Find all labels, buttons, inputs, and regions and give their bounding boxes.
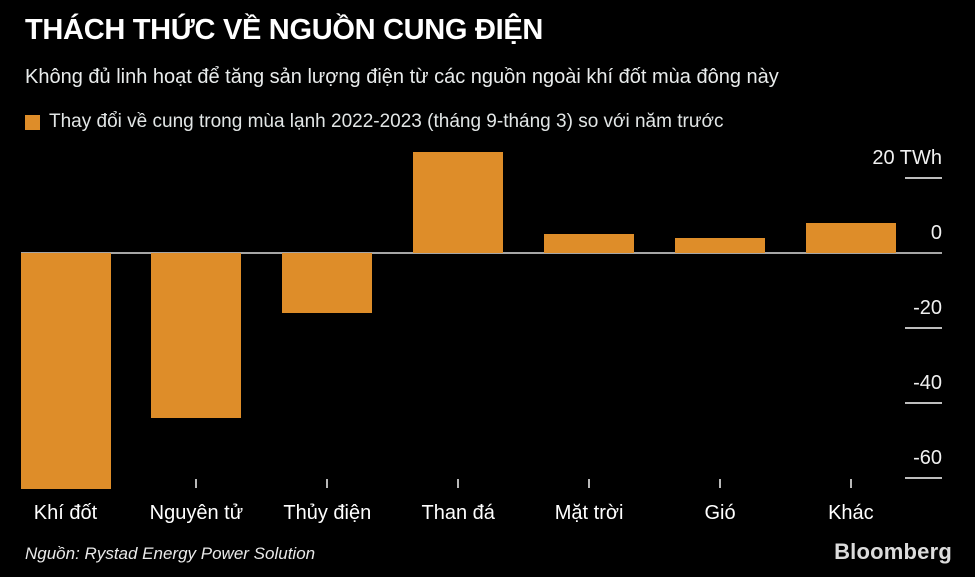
bar-3: [282, 253, 373, 313]
bar-2: [151, 253, 242, 418]
y-axis-label: -40: [913, 372, 942, 394]
category-label: Than đá: [421, 502, 495, 524]
x-axis-tick: [719, 479, 721, 488]
category-label: Khí đốt: [33, 502, 98, 524]
zero-gridline: [21, 252, 942, 254]
legend: Thay đổi về cung trong mùa lạnh 2022-202…: [25, 111, 724, 133]
chart-subtitle: Không đủ linh hoạt để tăng sản lượng điệ…: [25, 66, 779, 88]
legend-swatch-icon: [25, 114, 40, 130]
category-label: Gió: [704, 502, 736, 524]
bloomberg-logo: Bloomberg: [834, 539, 952, 564]
bar-4: [413, 151, 504, 253]
category-label: Mặt trời: [554, 502, 624, 524]
y-axis-label: -20: [913, 297, 942, 319]
y-axis-tick: [905, 327, 942, 329]
category-label: Thủy điện: [283, 502, 372, 524]
y-axis-label: 0: [930, 222, 942, 244]
bar-7: [805, 223, 896, 253]
x-axis-tick: [326, 479, 329, 488]
source-note: Nguồn: Rystad Energy Power Solution: [25, 544, 316, 563]
x-axis-tick: [195, 479, 198, 488]
x-axis-tick: [457, 479, 460, 488]
x-axis-tick: [849, 479, 852, 488]
y-axis-tick: [905, 402, 942, 404]
x-axis-tick: [588, 479, 591, 488]
bar-1: [20, 253, 111, 490]
y-axis-tick: [905, 177, 942, 179]
legend-label: Thay đổi về cung trong mùa lạnh 2022-202…: [49, 111, 724, 132]
bar-5: [544, 234, 635, 253]
y-axis-label: 20 TWh: [872, 147, 942, 169]
y-axis-tick: [905, 477, 942, 479]
category-label: Khác: [828, 502, 874, 524]
category-label: Nguyên tử: [149, 502, 244, 524]
bar-6: [675, 238, 765, 253]
page-title: THÁCH THỨC VỀ NGUỒN CUNG ĐIỆN: [25, 14, 544, 46]
y-axis-label: -60: [913, 447, 942, 469]
